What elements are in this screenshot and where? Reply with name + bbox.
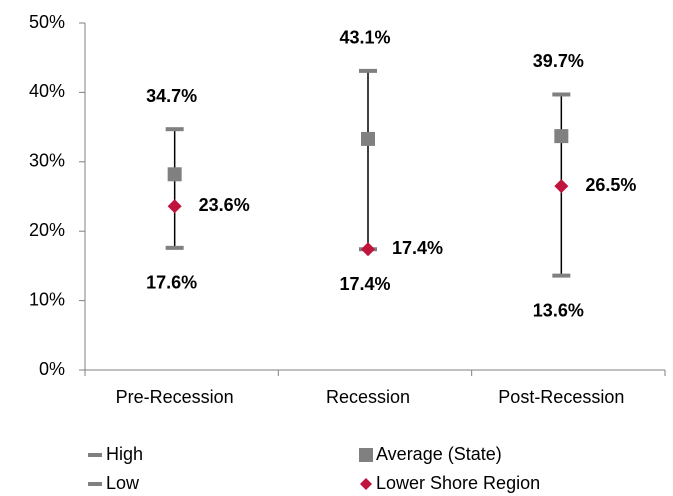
legend-swatch [88,453,102,457]
value-label: 26.5% [585,175,636,195]
average-marker [554,129,569,144]
value-label: 34.7% [146,86,197,106]
legend-label: High [106,444,143,464]
value-label: 13.6% [533,300,584,320]
y-tick-label: 0% [39,359,65,379]
value-label: 43.1% [339,28,390,48]
legend-swatch [360,478,372,490]
average-marker [167,167,182,182]
legend-label: Low [106,473,140,493]
value-label: 17.4% [392,238,443,258]
diamond-marker [361,242,375,257]
value-label: 17.4% [339,274,390,294]
cap [165,127,184,132]
diamond-marker [554,179,569,194]
value-label: 23.6% [199,195,250,215]
diamond-marker [167,199,182,214]
value-label: 17.6% [146,273,197,293]
y-tick-label: 10% [29,289,65,309]
legend-label: Average (State) [376,444,502,464]
x-tick-label: Pre-Recession [116,387,234,407]
legend-swatch [88,482,102,486]
y-tick-label: 20% [29,220,65,240]
y-tick-label: 40% [29,81,65,101]
y-tick-label: 30% [29,151,65,171]
average-marker [361,131,375,146]
cap [165,245,184,250]
x-tick-label: Recession [326,387,410,407]
value-label: 39.7% [533,51,584,71]
y-tick-label: 50% [29,12,65,32]
cap [552,92,571,97]
x-tick-label: Post-Recession [498,387,624,407]
legend-swatch [359,448,373,462]
cap [552,273,571,278]
legend-label: Lower Shore Region [376,473,540,493]
cap [359,68,377,73]
